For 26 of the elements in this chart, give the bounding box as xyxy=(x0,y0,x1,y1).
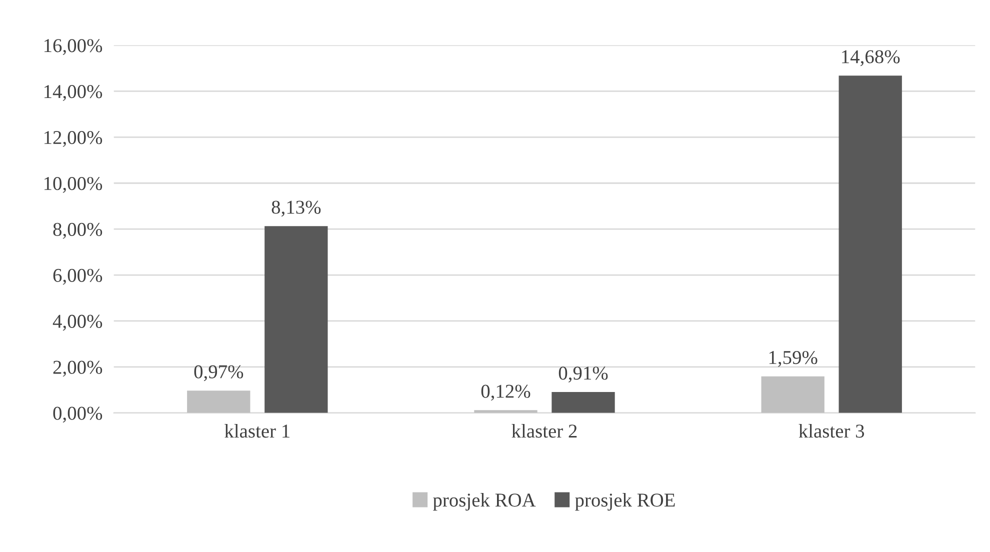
x-tick-label: klaster 1 xyxy=(224,424,290,438)
data-label: 0,97% xyxy=(194,365,244,382)
y-tick-label: 14,00% xyxy=(44,85,102,101)
data-label: 0,12% xyxy=(481,384,530,401)
x-tick-label: klaster 3 xyxy=(798,424,864,438)
bar xyxy=(264,226,328,413)
y-tick-label: 6,00% xyxy=(53,268,102,285)
legend-label: prosjek ROE xyxy=(575,493,675,511)
bar xyxy=(187,390,250,413)
bar xyxy=(761,376,824,413)
bar xyxy=(552,392,615,413)
data-label: 1,59% xyxy=(769,350,818,367)
data-label: 8,13% xyxy=(272,200,321,217)
y-tick-label: 0,00% xyxy=(53,406,102,423)
y-tick-label: 12,00% xyxy=(44,130,102,147)
y-tick-label: 16,00% xyxy=(44,39,102,55)
legend-label: prosjek ROA xyxy=(433,493,536,511)
bar xyxy=(838,76,902,413)
data-label: 0,91% xyxy=(558,366,608,382)
y-tick-label: 8,00% xyxy=(53,222,102,239)
x-tick-label: klaster 2 xyxy=(512,424,577,438)
bar xyxy=(474,410,538,413)
y-tick-label: 10,00% xyxy=(44,176,102,193)
y-tick-label: 2,00% xyxy=(53,360,102,377)
data-label: 14,68% xyxy=(842,50,900,66)
y-tick-label: 4,00% xyxy=(52,314,102,331)
